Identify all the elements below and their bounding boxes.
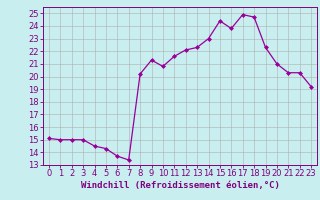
X-axis label: Windchill (Refroidissement éolien,°C): Windchill (Refroidissement éolien,°C) (81, 181, 279, 190)
